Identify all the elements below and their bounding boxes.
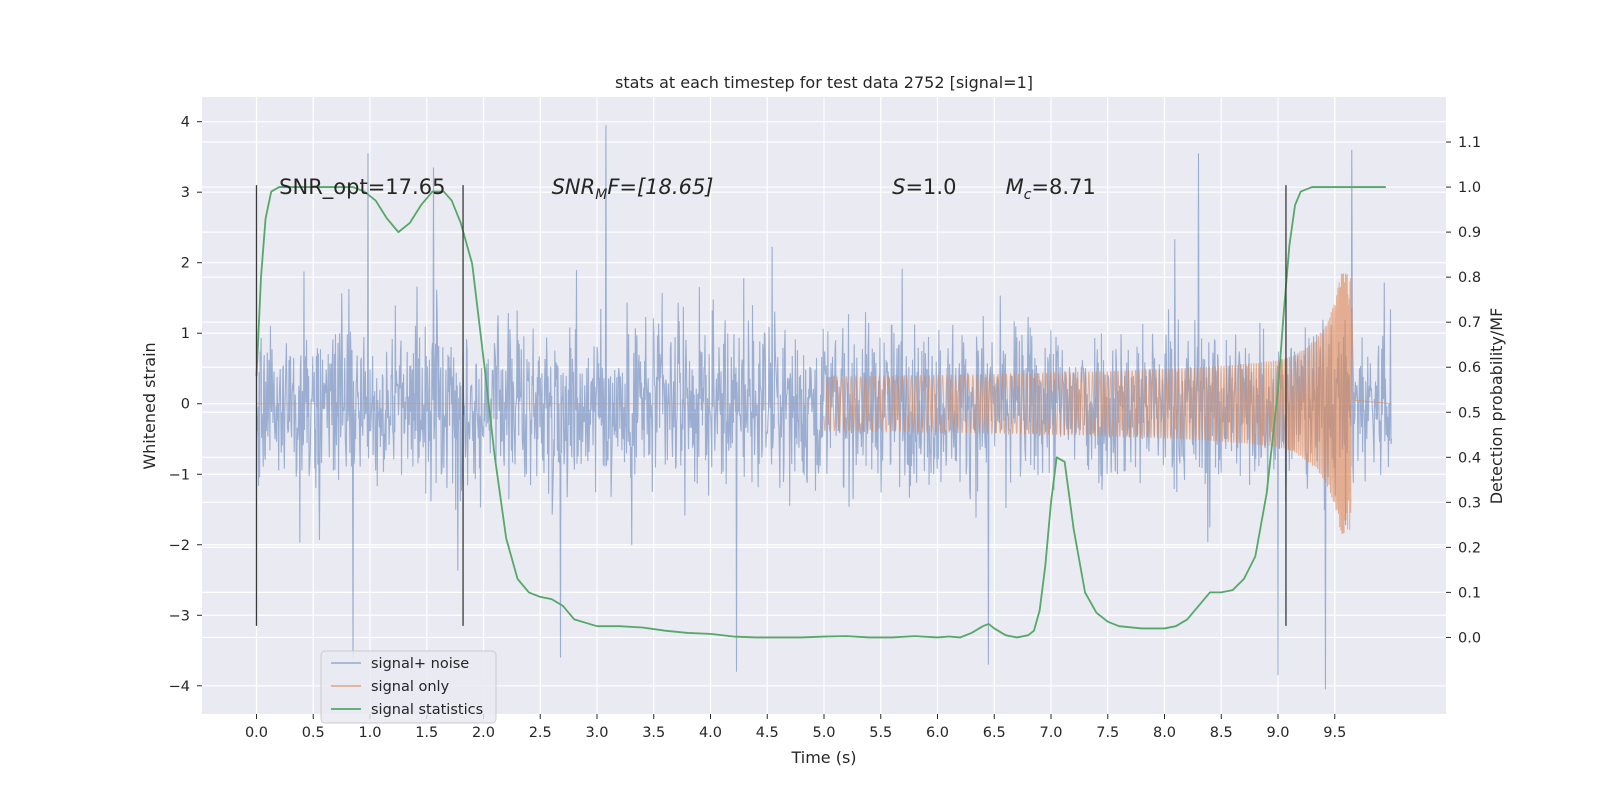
x-tick-labels: 0.0 0.5 1.0 1.5 2.0 2.5 3.0 3.5 4.0 4.5 5.0 5.5 6.0 6… xyxy=(245,725,1346,741)
x-tick-label: 2.0 xyxy=(472,725,495,741)
y2-tick-label: 0.6 xyxy=(1458,360,1481,376)
legend-label-signal-only: signal only xyxy=(371,679,450,695)
y-tick-label: −1 xyxy=(169,467,190,483)
x-tick-label: 3.5 xyxy=(642,725,665,741)
annotation-snr-mf: SNRMF=[18.65] xyxy=(552,175,714,203)
x-tick-label: 6.5 xyxy=(983,725,1006,741)
x-tick-label: 9.0 xyxy=(1266,725,1289,741)
y2-tick-label: 0.9 xyxy=(1458,225,1481,241)
x-tick-label: 5.0 xyxy=(812,725,835,741)
x-axis-label: Time (s) xyxy=(790,748,856,767)
x-tick-label: 0.5 xyxy=(302,725,325,741)
y2-tick-label: 0.4 xyxy=(1458,450,1481,466)
series-signal-only xyxy=(823,273,1392,534)
annotations: SNR_opt=17.65 SNRMF=[18.65] S=1.0 Mc=8.71 xyxy=(279,175,1096,203)
y-axis-label: Whitened strain xyxy=(140,342,159,469)
grid-y xyxy=(197,121,1446,687)
x-tick-label: 7.5 xyxy=(1096,725,1119,741)
y-tick-label: 3 xyxy=(181,185,190,201)
x-tick-label: 2.5 xyxy=(529,725,552,741)
chart-title: stats at each timestep for test data 275… xyxy=(615,73,1033,92)
annotation-snr-opt: SNR_opt=17.65 xyxy=(279,175,445,200)
annotation-symbol: M xyxy=(1006,175,1024,199)
x-tick-label: 4.0 xyxy=(699,725,722,741)
annotation-symbol: SNR xyxy=(552,175,596,199)
y2-tick-label: 0.2 xyxy=(1458,540,1481,556)
series-signal-statistics xyxy=(255,186,1386,639)
annotation-s-value: S=1.0 xyxy=(892,175,956,199)
y2-tick-label: 0.7 xyxy=(1458,315,1481,331)
y2-tick-label: 1.0 xyxy=(1458,180,1481,196)
annotation-value: =8.71 xyxy=(1031,175,1095,199)
y2-tick-label: 0.3 xyxy=(1458,495,1481,511)
y2-tick-labels: 0.0 0.1 0.2 0.3 0.4 0.5 0.6 0.7 0.8 0.9 1.0 1.1 xyxy=(1458,135,1481,646)
y-tick-label: −3 xyxy=(169,608,190,624)
y2-axis-label: Detection probability/MF xyxy=(1487,308,1506,505)
annotation-subscript: M xyxy=(595,187,607,203)
series-signal-noise xyxy=(255,125,1393,690)
annotation-mc-value: Mc=8.71 xyxy=(1006,175,1096,203)
annotation-symbol: S xyxy=(892,175,905,199)
x-tick-label: 8.0 xyxy=(1153,725,1176,741)
x-tick-label: 8.5 xyxy=(1210,725,1233,741)
y2-tick-label: 0.1 xyxy=(1458,585,1481,601)
x-tick-label: 6.0 xyxy=(926,725,949,741)
y-tick-labels: −4 −3 −2 −1 0 1 2 3 4 xyxy=(169,115,190,695)
x-tick-label: 7.0 xyxy=(1039,725,1062,741)
y2-tick-label: 0.5 xyxy=(1458,405,1481,421)
annotation-value: =1.0 xyxy=(905,175,956,199)
x-tick-label: 0.0 xyxy=(245,725,268,741)
legend-box xyxy=(320,650,497,724)
y-tick-label: 0 xyxy=(181,397,190,413)
y-tick-label: 4 xyxy=(181,115,190,131)
y2-tick-label: 1.1 xyxy=(1458,135,1481,151)
y-tick-label: 2 xyxy=(181,256,190,272)
annotation-subscript: c xyxy=(1024,187,1032,203)
legend-label-signal-statistics: signal statistics xyxy=(371,702,483,718)
y-tick-label: 1 xyxy=(181,326,190,342)
x-tick-label: 9.5 xyxy=(1323,725,1346,741)
y-tick-label: −2 xyxy=(169,538,190,554)
legend: signal+ noise signal only signal statist… xyxy=(320,650,497,724)
series-layer xyxy=(255,125,1393,690)
x-tick-label: 3.0 xyxy=(585,725,608,741)
y2-tick-label: 0.0 xyxy=(1458,630,1481,646)
x-tick-label: 1.0 xyxy=(358,725,381,741)
markers-layer xyxy=(255,185,1287,626)
annotation-value: F=[18.65] xyxy=(607,175,713,199)
x-tick-label: 5.5 xyxy=(869,725,892,741)
x-tick-label: 1.5 xyxy=(415,725,438,741)
y2-tick-label: 0.8 xyxy=(1458,270,1481,286)
x-tick-label: 4.5 xyxy=(756,725,779,741)
legend-label-signal-noise: signal+ noise xyxy=(371,656,469,672)
y-tick-label: −4 xyxy=(169,679,190,695)
